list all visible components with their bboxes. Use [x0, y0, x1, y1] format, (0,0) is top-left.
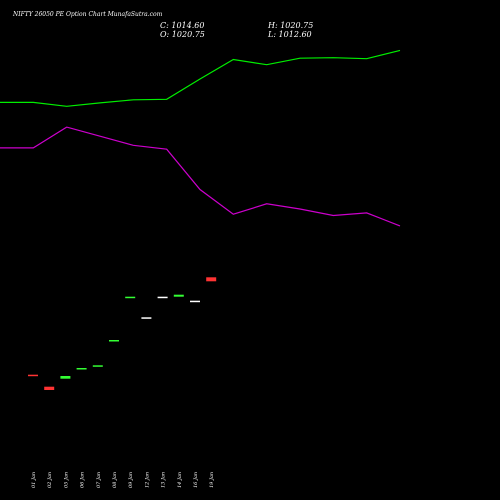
x-tick-label: 06 Jan: [80, 472, 86, 488]
x-tick-label: 13 Jan: [161, 472, 167, 488]
candle-19-jan: [206, 277, 217, 282]
x-tick-label: 07 Jan: [96, 472, 102, 488]
candle-02-jan: [44, 386, 55, 390]
candle-12-jan: [141, 317, 152, 319]
candle-14-jan: [173, 294, 184, 297]
candle-01-jan: [28, 374, 38, 377]
chart-title: NIFTY 26050 PE Option Chart MunafaSutra.…: [13, 11, 163, 18]
x-tick-label: 19 Jan: [209, 472, 215, 488]
line-series-magenta: [0, 126, 401, 227]
x-tick-label: 09 Jan: [128, 472, 134, 488]
x-tick-label: 01 Jan: [31, 472, 37, 488]
line-series-green: [0, 49, 401, 107]
close-value: C: 1014.60: [160, 21, 205, 30]
low-value: L: 1012.60: [268, 30, 312, 39]
candle-07-jan: [92, 365, 103, 367]
candle-06-jan: [76, 368, 87, 370]
x-tick-label: 14 Jan: [177, 472, 183, 488]
high-value: H: 1020.75: [268, 21, 314, 30]
x-tick-label: 05 Jan: [63, 472, 69, 488]
x-tick-label: 16 Jan: [193, 472, 199, 488]
x-tick-label: 12 Jan: [144, 472, 150, 488]
candle-13-jan: [157, 296, 168, 299]
open-value: O: 1020.75: [160, 30, 205, 39]
candle-05-jan: [60, 376, 71, 379]
x-tick-label: 08 Jan: [112, 472, 118, 488]
candle-09-jan: [125, 296, 136, 299]
candle-16-jan: [190, 300, 200, 303]
candle-08-jan: [109, 340, 119, 342]
x-tick-label: 02 Jan: [47, 472, 53, 488]
